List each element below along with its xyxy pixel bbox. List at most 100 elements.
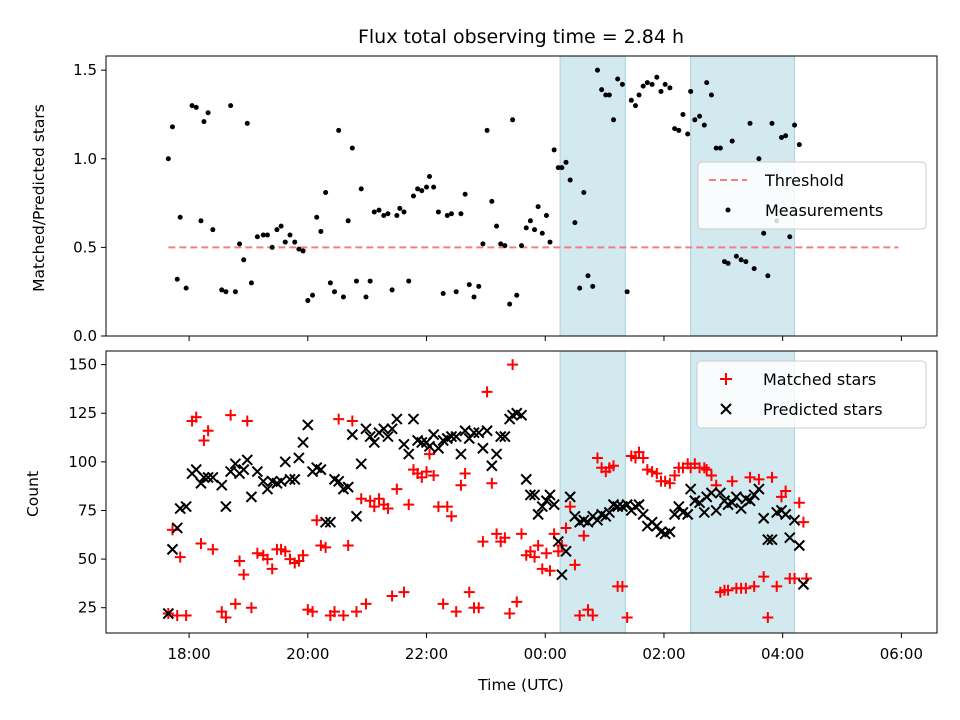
matched-stars-point [266,563,278,575]
matched-stars-point [608,460,620,472]
predicted-stars-point [524,489,537,501]
measurements-point [349,145,355,151]
predicted-stars-point [261,483,274,495]
matched-stars-point [532,539,544,551]
top-axes-frame [105,55,938,337]
predicted-stars-point [544,489,556,501]
matched-stars-point [524,545,536,557]
matched-stars-point [780,485,792,497]
matched-stars-point [744,471,756,483]
matched-stars-point [373,493,385,505]
measurements-point [676,127,682,133]
measurements-point [223,289,229,295]
measurements-point [401,209,407,215]
predicted-stars-point [560,545,572,558]
measurements-point [228,103,234,109]
matched-stars-point [202,425,214,437]
measurements-point [547,239,553,245]
measurements-point [662,81,668,87]
bottom-y-tick-label: 150 [68,356,97,374]
measurements-point [783,133,789,139]
measurements-point [419,188,425,194]
predicted-stars-point [705,487,718,499]
measurements-point [523,225,529,231]
measurements-legend-swatch [725,207,731,213]
top-y-tick-label: 1.5 [73,61,97,79]
predicted-legend-swatch [720,403,732,415]
matched-stars-point [315,539,327,551]
predicted-stars-point [332,475,345,488]
predicted-stars-point [202,471,214,484]
measurements-point [415,186,421,192]
measurements-point [747,120,753,126]
measurements-point [701,122,707,128]
top-y-tick-label: 0.0 [73,327,97,345]
bottom-axes-frame [105,350,938,634]
predicted-stars-point [382,430,394,443]
measurements-point [697,113,703,119]
matched-stars-point [241,415,253,427]
predicted-stars-point [416,436,428,449]
predicted-stars-point [473,426,485,439]
matched-stars-point [722,584,734,596]
predicted-stars-point [391,413,403,425]
chart-title: Flux total observing time = 2.84 h [358,26,684,48]
measurements-point [733,253,739,259]
measurements-point [510,117,516,123]
legend-label-measurements: Measurements [765,201,883,220]
predicted-stars-point [515,409,528,421]
measurements-point [198,218,204,224]
measurements-point [563,159,569,165]
predicted-stars-point [324,516,337,528]
measurements-point [201,119,207,125]
measurements-point [778,135,784,141]
predicted-stars-point [468,426,480,439]
predicted-stars-point [552,535,565,548]
measurements-point [484,127,490,133]
matched-stars-point [180,609,192,621]
measurements-point [248,280,254,286]
measurements-point [193,104,199,110]
measurements-point [314,214,320,220]
measurements-point [539,230,545,236]
measurements-point [507,301,513,307]
matched-stars-point [437,598,449,610]
measurements-point [174,276,180,282]
predicted-stars-point [710,504,722,517]
predicted-stars-point [556,568,568,581]
measurements-point [358,186,364,192]
predicted-stars-point [251,465,264,478]
measurements-point [572,220,578,226]
predicted-stars-point [730,491,743,503]
measurements-point [738,257,744,263]
predicted-stars-point [637,508,649,521]
predicted-stars-point [241,454,253,466]
bottom-y-tick-label: 50 [78,550,97,568]
measurements-point [318,228,324,234]
predicted-stars-point [220,500,232,513]
predicted-stars-point [346,428,359,441]
predicted-stars-point [224,465,237,478]
measurements-point [654,74,660,80]
measurements-point [796,142,802,148]
measurements-point [431,184,437,190]
predicted-stars-point [350,510,363,523]
measurements-point [658,88,664,94]
measurements-point [241,257,247,263]
matched-stars-point [225,409,237,421]
measurements-point [765,273,771,279]
matched-stars-point [391,483,403,495]
predicted-stars-point [171,522,183,534]
matched-stars-point [346,415,358,427]
predicted-stars-point [673,500,685,513]
matched-stars-point [637,452,649,464]
matched-stars-point [386,590,398,602]
matched-legend-swatch [720,373,732,385]
measurements-point [327,280,333,286]
matched-stars-point [587,609,599,621]
predicted-stars-point [180,500,192,513]
measurements-point [615,76,621,82]
matched-stars-point [789,573,801,585]
measurements-point [599,87,605,93]
measurements-point [489,198,495,204]
